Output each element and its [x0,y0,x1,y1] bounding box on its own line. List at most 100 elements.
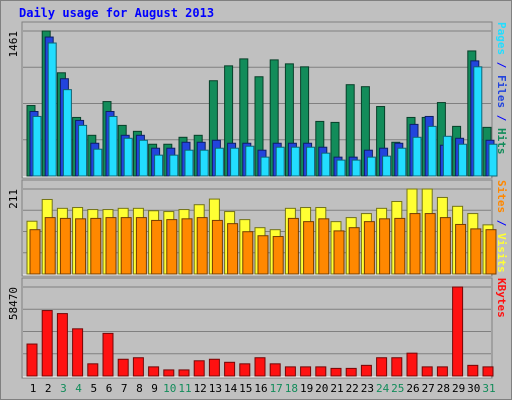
bar-kbytes-day-10 [163,369,175,377]
bar-pages-day-23 [366,156,376,177]
day-label-31: 31 [482,382,495,395]
day-label-27: 27 [422,382,435,395]
kbytes-side-label: KBytes [495,278,508,318]
bar-sites-day-3 [59,217,71,275]
kbytes-max-label: 58470 [7,287,20,320]
bar-sites-day-20 [318,218,330,275]
bar-sites-day-16 [257,235,269,275]
day-label-3: 3 [60,382,67,395]
side-label-part: Visits [495,233,508,273]
bar-sites-day-25 [394,217,406,275]
bar-pages-day-7 [123,137,133,177]
bar-pages-day-29 [458,143,468,177]
bar-kbytes-day-7 [117,358,129,377]
bar-kbytes-day-30 [467,364,479,377]
side-label-part: / [495,55,508,75]
day-label-13: 13 [209,382,222,395]
bar-kbytes-day-5 [87,363,99,377]
bar-kbytes-day-9 [148,366,160,377]
hits-files-pages-max-label: 1461 [7,31,20,58]
side-label-part: Files [495,75,508,108]
side-label-part: Hits [495,128,508,155]
bar-sites-day-22 [348,227,360,275]
bar-kbytes-day-31 [482,366,494,377]
bar-kbytes-day-11 [178,369,190,377]
bar-pages-day-11 [184,149,194,177]
day-label-30: 30 [467,382,480,395]
bar-pages-day-20 [321,152,331,177]
day-label-16: 16 [254,382,267,395]
bar-sites-day-1 [29,229,41,275]
bar-sites-day-30 [470,228,482,275]
bar-sites-day-2 [44,217,56,275]
bar-sites-day-26 [409,213,421,275]
bar-kbytes-day-20 [315,366,327,377]
bar-kbytes-day-2 [41,310,53,377]
bar-kbytes-day-13 [208,358,220,377]
visits-sites-side-label: Sites / Visits [495,180,508,273]
bar-sites-day-4 [75,218,87,275]
bar-sites-day-6 [105,217,117,275]
side-label-part: Sites [495,180,508,213]
bar-sites-day-7 [120,217,132,275]
bar-pages-day-26 [412,136,422,177]
bar-kbytes-day-27 [421,366,433,377]
bar-kbytes-day-29 [452,286,464,377]
day-label-10: 10 [163,382,176,395]
day-label-4: 4 [75,382,82,395]
bar-sites-day-17 [272,236,284,275]
bar-kbytes-day-24 [376,357,388,377]
bar-sites-day-13 [211,219,223,275]
bar-sites-day-24 [379,218,391,275]
bar-sites-day-12 [196,217,208,275]
day-label-26: 26 [406,382,419,395]
day-label-7: 7 [121,382,128,395]
bar-pages-day-13 [214,147,224,177]
bar-kbytes-day-8 [132,357,144,377]
bar-pages-day-31 [488,143,498,177]
bar-pages-day-2 [47,42,57,177]
bar-sites-day-18 [287,217,299,275]
bar-kbytes-day-19 [300,366,312,377]
bar-pages-day-9 [154,154,164,177]
day-label-24: 24 [376,382,390,395]
day-label-5: 5 [90,382,97,395]
bar-sites-day-14 [227,223,239,275]
bar-pages-day-24 [382,155,392,177]
bar-kbytes-day-3 [56,313,68,377]
bar-sites-day-15 [242,231,254,275]
bar-pages-day-16 [260,156,270,177]
day-label-28: 28 [437,382,450,395]
bar-sites-day-11 [181,218,193,275]
hits-files-pages-side-label: Pages / Files / Hits [495,22,508,155]
day-label-20: 20 [315,382,328,395]
side-label-part: Pages [495,22,508,55]
bar-kbytes-day-23 [360,364,372,377]
day-label-25: 25 [391,382,404,395]
bar-pages-day-30 [473,66,483,177]
day-label-1: 1 [30,382,37,395]
bar-pages-day-10 [169,154,179,177]
bar-sites-day-9 [151,219,163,275]
bar-kbytes-day-1 [26,343,38,377]
bar-pages-day-25 [397,147,407,177]
bar-pages-day-27 [427,125,437,177]
bar-sites-day-31 [485,229,497,275]
bar-kbytes-day-15 [239,363,251,377]
visits-sites-max-label: 211 [7,189,20,209]
bar-kbytes-day-18 [284,366,296,377]
bar-kbytes-day-25 [391,357,403,377]
day-label-12: 12 [194,382,207,395]
bar-sites-day-8 [135,217,147,275]
day-label-22: 22 [346,382,359,395]
day-label-29: 29 [452,382,465,395]
side-label-part: / [495,213,508,233]
bar-kbytes-day-6 [102,332,114,377]
bar-pages-day-8 [138,139,148,177]
bar-pages-day-14 [230,147,240,177]
chart-title: Daily usage for August 2013 [19,6,215,20]
bar-sites-day-28 [439,217,451,275]
day-label-17: 17 [270,382,283,395]
bar-pages-day-12 [199,149,209,177]
